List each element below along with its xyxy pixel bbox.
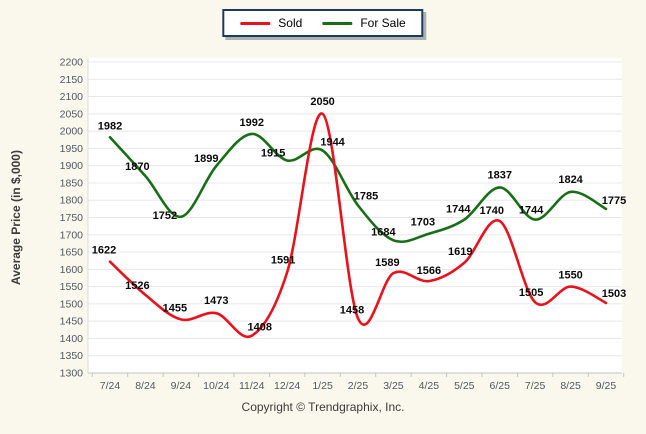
data-label: 1915: [261, 147, 285, 159]
data-label: 1744: [519, 205, 544, 217]
y-tick-label: 2000: [60, 126, 84, 138]
y-tick-label: 1900: [60, 160, 84, 172]
y-tick-label: 1750: [60, 212, 84, 224]
data-label: 1992: [239, 117, 263, 129]
for-sale-line-swatch-icon: [322, 21, 353, 25]
x-tick-label: 10/24: [203, 380, 229, 392]
y-tick-label: 1450: [60, 316, 84, 328]
data-label: 1870: [125, 161, 149, 173]
data-label: 1944: [320, 136, 345, 148]
y-tick-label: 1350: [60, 350, 84, 362]
data-label: 1503: [602, 288, 626, 300]
y-tick-label: 1300: [60, 368, 84, 380]
x-tick-label: 8/25: [560, 380, 581, 392]
data-label: 1566: [417, 265, 441, 277]
y-tick-label: 2150: [60, 74, 84, 86]
sold-line-swatch-icon: [240, 21, 271, 25]
data-label: 1408: [247, 322, 271, 334]
data-label: 1455: [163, 302, 187, 314]
x-tick-label: 9/25: [596, 380, 617, 392]
data-label: 1824: [558, 174, 583, 186]
x-tick-label: 6/25: [489, 380, 510, 392]
x-tick-label: 12/24: [274, 380, 300, 392]
y-tick-label: 2100: [60, 91, 84, 103]
x-tick-label: 7/24: [100, 380, 121, 392]
data-label: 2050: [310, 96, 334, 108]
price-trend-chart: 1300 1350 1400 1450 1500 1550 1600 1650 1700 1750…: [9, 57, 626, 393]
data-label: 1622: [92, 245, 116, 257]
legend-label-for-sale: For Sale: [360, 16, 406, 30]
x-tick-label: 9/24: [171, 380, 192, 392]
x-tick-label: 8/24: [135, 380, 156, 392]
data-label: 1591: [271, 254, 295, 266]
chart-legend: Sold For Sale: [222, 9, 424, 37]
data-label: 1473: [204, 295, 228, 307]
y-tick-label: 1500: [60, 298, 84, 310]
x-tick-label: 11/24: [239, 380, 265, 392]
sold-line: [108, 112, 608, 339]
data-label: 1505: [519, 287, 543, 299]
data-label: 1619: [448, 246, 472, 258]
data-label: 1785: [354, 190, 378, 202]
y-tick-label: 1700: [60, 229, 84, 241]
x-tick-label: 7/25: [525, 380, 546, 392]
y-tick-label: 1550: [60, 281, 84, 293]
for-sale-line: [108, 132, 608, 244]
data-label: 1550: [558, 270, 582, 282]
data-label: 1526: [125, 280, 149, 292]
x-tick-label: 5/25: [454, 380, 475, 392]
y-tick-label: 1600: [60, 264, 84, 276]
legend-label-sold: Sold: [278, 16, 303, 30]
data-label: 1458: [340, 304, 364, 316]
data-label: 1744: [446, 204, 471, 216]
data-label: 1752: [153, 210, 177, 222]
y-tick-label: 1650: [60, 247, 84, 259]
data-label: 1703: [411, 217, 435, 229]
data-label: 1899: [194, 153, 218, 165]
data-label: 1740: [479, 205, 503, 217]
y-axis-title: Average Price (in $,000): [9, 150, 23, 285]
chart-canvas: 1300 1350 1400 1450 1500 1550 1600 1650 1700 1750…: [9, 57, 626, 393]
x-tick-label: 2/25: [348, 380, 369, 392]
legend-item-for-sale: For Sale: [322, 16, 406, 30]
x-tick-label: 1/25: [312, 380, 333, 392]
legend-item-sold: Sold: [240, 16, 302, 30]
y-tick-label: 1400: [60, 333, 84, 345]
data-label: 1775: [602, 195, 626, 207]
data-label: 1684: [371, 226, 396, 238]
x-tick-label: 4/25: [419, 380, 440, 392]
y-tick-label: 1850: [60, 177, 84, 189]
data-label: 1982: [98, 120, 122, 132]
x-tick-label: 3/25: [383, 380, 404, 392]
y-tick-label: 2050: [60, 108, 84, 120]
data-label: 1589: [375, 257, 399, 269]
data-label: 1837: [487, 169, 511, 181]
y-tick-label: 1800: [60, 195, 84, 207]
y-tick-label: 2200: [60, 57, 84, 69]
y-tick-label: 1950: [60, 143, 84, 155]
copyright-text: Copyright © Trendgraphix, Inc.: [241, 400, 405, 414]
